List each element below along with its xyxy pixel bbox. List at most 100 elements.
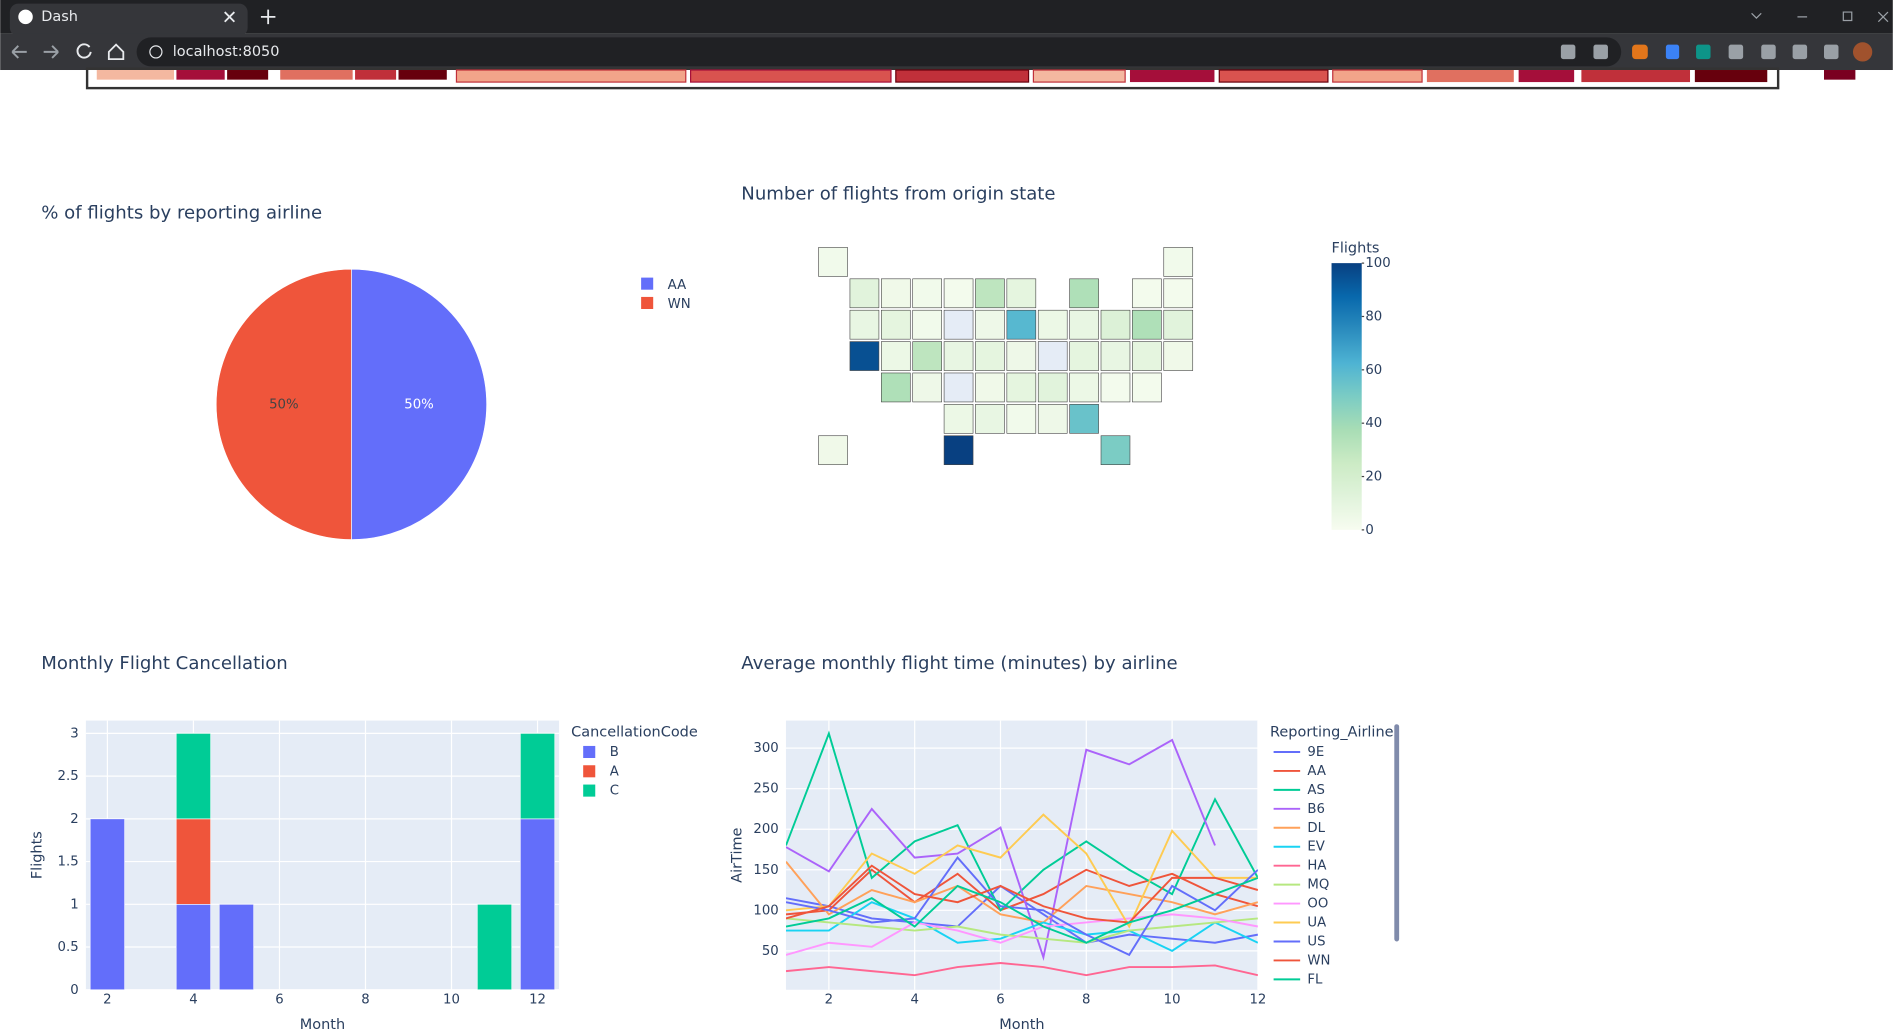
bar <box>477 904 513 991</box>
state <box>975 372 1005 403</box>
legend-label: OO <box>1307 897 1328 912</box>
state <box>1163 341 1194 371</box>
legend-label: HA <box>1307 859 1326 874</box>
y-tick-label: 250 <box>753 782 778 797</box>
back-button[interactable] <box>11 45 27 59</box>
x-tick-label: 8 <box>361 992 369 1007</box>
favicon <box>18 9 33 25</box>
state <box>912 372 942 403</box>
state <box>849 309 880 340</box>
window-controls[interactable] <box>1751 11 1889 23</box>
state-no-data <box>1037 341 1068 371</box>
x-tick-label: 12 <box>529 992 546 1007</box>
state <box>943 341 974 371</box>
line <box>785 738 1216 962</box>
y-tick-label: 150 <box>753 863 778 878</box>
slice-label: 50% <box>269 397 299 412</box>
slice-label: 50% <box>404 397 434 412</box>
state <box>943 435 974 466</box>
legend-label: MQ <box>1307 878 1329 893</box>
legend-swatch[interactable] <box>583 745 596 759</box>
line <box>785 901 1258 952</box>
bar <box>520 818 556 991</box>
legend-swatch[interactable] <box>641 296 654 309</box>
state-no-data <box>943 309 974 340</box>
x-tick-label: 4 <box>910 992 918 1007</box>
line <box>785 962 1258 977</box>
state <box>1069 278 1099 309</box>
legend-title: Reporting_Airline <box>1270 725 1394 741</box>
colorbar-tick-label: 80 <box>1365 309 1382 324</box>
line <box>785 876 1258 944</box>
bar <box>218 904 254 991</box>
state <box>912 341 942 371</box>
bar <box>520 733 556 820</box>
x-axis-title: Month <box>300 1017 345 1032</box>
state <box>881 372 911 403</box>
y-tick-label: 100 <box>753 903 778 918</box>
legend-swatch[interactable] <box>641 277 654 290</box>
colorbar-tick-label: 0 <box>1365 523 1373 538</box>
chart-title: Average monthly flight time (minutes) by… <box>741 653 1177 674</box>
line <box>785 864 1258 924</box>
legend-label: DL <box>1307 821 1325 836</box>
line <box>785 917 1258 944</box>
x-tick-label: 8 <box>1082 992 1090 1007</box>
state <box>881 341 911 371</box>
forward-button[interactable] <box>43 45 59 59</box>
state <box>1163 247 1194 277</box>
line <box>785 884 1258 944</box>
state <box>943 404 974 434</box>
site-info-icon[interactable] <box>149 45 163 59</box>
state-no-data <box>943 372 974 403</box>
state <box>1100 309 1131 340</box>
legend-label: US <box>1307 934 1325 949</box>
y-axis-title: AirTime <box>730 827 746 882</box>
state <box>1006 278 1037 309</box>
line <box>785 856 1258 957</box>
plot-area <box>785 720 1258 990</box>
legend-label: AS <box>1307 783 1325 798</box>
line <box>785 861 1258 924</box>
reload-button[interactable] <box>76 43 92 59</box>
tab-bar <box>0 0 1893 34</box>
legend-swatch[interactable] <box>583 765 596 778</box>
chart-title: Monthly Flight Cancellation <box>41 653 288 674</box>
legend-swatch[interactable] <box>583 784 596 797</box>
state <box>881 278 911 309</box>
state <box>912 278 942 309</box>
legend-label: AA <box>1307 764 1326 779</box>
extension-icons[interactable] <box>1560 42 1873 62</box>
colorbar-tick-label: 60 <box>1365 363 1382 378</box>
x-tick-label: 2 <box>103 992 111 1007</box>
state <box>1069 404 1099 434</box>
tab-close[interactable] <box>224 11 235 23</box>
state <box>849 341 880 371</box>
address-bar[interactable] <box>136 37 1622 67</box>
x-tick-label: 6 <box>996 992 1004 1007</box>
state <box>1037 309 1068 340</box>
state <box>849 278 880 309</box>
legend-scrollbar[interactable] <box>1394 724 1400 942</box>
tab[interactable] <box>9 3 248 37</box>
tab-title: Dash <box>41 9 78 25</box>
state <box>1037 404 1068 434</box>
home-button[interactable] <box>107 43 125 61</box>
state <box>943 278 974 309</box>
colorbar-title: Flights <box>1332 241 1380 257</box>
bar <box>175 904 211 991</box>
x-tick-label: 2 <box>825 992 833 1007</box>
legend-label: A <box>610 764 619 779</box>
y-tick-label: 1 <box>70 897 78 912</box>
state <box>1006 372 1037 403</box>
bar <box>175 733 211 820</box>
new-tab[interactable] <box>260 9 276 25</box>
state <box>1163 278 1194 309</box>
y-tick-label: 0.5 <box>58 940 79 955</box>
y-tick-label: 200 <box>753 822 778 837</box>
legend-label: B6 <box>1307 802 1325 817</box>
legend-label: UA <box>1307 916 1326 931</box>
state <box>1069 372 1099 403</box>
state <box>1132 372 1162 403</box>
